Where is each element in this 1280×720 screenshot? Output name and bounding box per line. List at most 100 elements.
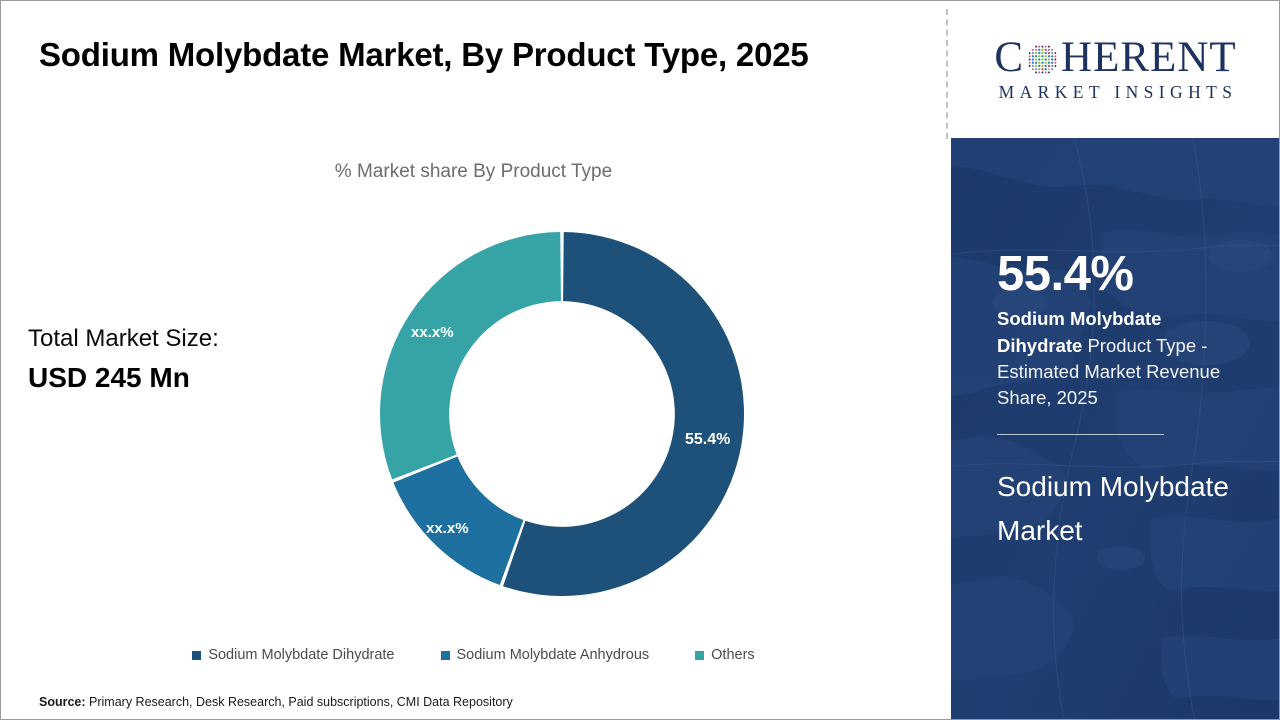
globe-dot (1054, 64, 1057, 67)
globe-dot (1048, 71, 1050, 74)
logo-subtitle: MARKET INSIGHTS (998, 82, 1238, 102)
panel-market-name: Sodium Molybdate Market (997, 470, 1229, 547)
globe-dot (1051, 61, 1054, 64)
globe-dot (1048, 48, 1050, 51)
total-market-size-label: Total Market Size: (28, 325, 219, 352)
globe-dot (1031, 68, 1034, 71)
globe-dot (1041, 58, 1044, 61)
slice-label-dihydrate: 55.4% (685, 431, 731, 448)
globe-dot (1031, 58, 1035, 61)
panel-content: 55.4% Sodium Molybdate Dihydrate Product… (997, 247, 1245, 554)
globe-dot (1044, 45, 1047, 48)
globe-dot (1031, 55, 1035, 58)
donut-slice[interactable] (503, 232, 744, 596)
globe-dot (1038, 71, 1041, 74)
page-title: Sodium Molybdate Market, By Product Type… (39, 36, 809, 73)
legend-swatch-icon (192, 650, 202, 660)
globe-dot (1028, 58, 1031, 61)
globe-dot (1034, 55, 1038, 58)
globe-dot (1047, 51, 1051, 55)
globe-dot (1035, 48, 1038, 51)
slice-label-others: xx.x% (411, 324, 454, 341)
logo-word-before: C (994, 34, 1025, 81)
globe-dot (1048, 45, 1050, 48)
globe-dot (1028, 55, 1031, 58)
legend-item-anhydrous[interactable]: Sodium Molybdate Anhydrous (440, 647, 650, 663)
globe-dot (1028, 52, 1031, 55)
globe-dot (1047, 58, 1051, 61)
globe-dot (1028, 64, 1031, 67)
globe-dot (1028, 61, 1031, 64)
stat-description-rest: Product Type - Estimated Market Revenue … (997, 334, 1221, 409)
logo-word-after: HERENT (1061, 34, 1237, 81)
donut-slice[interactable] (380, 232, 561, 480)
source-note: Source: Primary Research, Desk Research,… (39, 695, 513, 709)
globe-dot (1041, 71, 1044, 74)
legend-item-label: Sodium Molybdate Anhydrous (456, 647, 650, 663)
globe-dot (1054, 52, 1057, 55)
globe-dot (1047, 64, 1051, 68)
globe-dot (1044, 55, 1047, 58)
globe-dot (1031, 52, 1034, 55)
world-map-texture (951, 138, 1279, 719)
globe-dot (1038, 55, 1041, 58)
vertical-dashed-divider (946, 9, 948, 139)
globe-dot (1041, 45, 1044, 48)
globe-dot (1044, 51, 1047, 55)
globe-dot (1041, 61, 1044, 64)
slice-label-anhydrous: xx.x% (426, 520, 469, 537)
total-market-size-block: Total Market Size: USD 245 Mn (28, 323, 328, 397)
globe-dot (1051, 52, 1054, 55)
globe-dot (1038, 64, 1041, 68)
globe-dot (1051, 55, 1054, 58)
globe-dot (1044, 58, 1047, 61)
globe-dot (1031, 48, 1034, 51)
globe-dot (1054, 55, 1057, 58)
legend-item-label: Sodium Molybdate Dihydrate (208, 647, 395, 663)
legend-item-dihydrate[interactable]: Sodium Molybdate Dihydrate (192, 647, 395, 663)
donut-chart: 55.4% xx.x% xx.x% (380, 232, 744, 596)
globe-dot (1038, 58, 1041, 61)
globe-dot (1051, 58, 1054, 61)
logo: C HERENT MARKET INSIGHTS (951, 1, 1279, 138)
globe-dot (1034, 64, 1038, 68)
globe-dot (1051, 64, 1054, 67)
globe-dot (1035, 68, 1038, 71)
globe-dot (1044, 48, 1047, 51)
globe-icon (1028, 45, 1057, 74)
brand-pane: C HERENT MARKET INSIGHTS (951, 1, 1279, 719)
globe-dot (1031, 61, 1035, 64)
globe-dot (1038, 68, 1041, 71)
globe-dot (1051, 68, 1054, 71)
globe-dot (1054, 58, 1057, 61)
source-label: Source: (39, 695, 86, 709)
highlight-panel: 55.4% Sodium Molybdate Dihydrate Product… (951, 138, 1279, 719)
legend-item-others[interactable]: Others (695, 647, 755, 663)
globe-dot (1038, 51, 1041, 55)
globe-dot (1041, 48, 1044, 51)
globe-dot (1044, 64, 1047, 68)
globe-dot (1044, 68, 1047, 71)
total-market-size-value: USD 245 Mn (28, 362, 190, 394)
globe-dot (1041, 64, 1044, 68)
globe-dot (1048, 68, 1050, 71)
logo-wordmark: C HERENT (994, 36, 1236, 79)
globe-dot (1038, 48, 1041, 51)
globe-dot (1034, 61, 1038, 64)
globe-dot (1044, 71, 1047, 74)
donut-slice[interactable] (393, 456, 524, 586)
panel-horizontal-rule (997, 433, 1164, 435)
globe-dot (1031, 64, 1034, 67)
globe-dot (1047, 61, 1051, 64)
donut-chart-svg (380, 232, 744, 596)
globe-dot (1041, 55, 1044, 58)
globe-dot (1038, 61, 1041, 64)
chart-subtitle: % Market share By Product Type (334, 161, 613, 182)
legend-swatch-icon (695, 650, 705, 660)
globe-dot (1034, 58, 1038, 61)
globe-dot (1038, 45, 1041, 48)
chart-legend: Sodium Molybdate Dihydrate Sodium Molybd… (1, 647, 946, 663)
stat-percentage: 55.4% (997, 247, 1134, 301)
legend-item-label: Others (711, 647, 755, 663)
